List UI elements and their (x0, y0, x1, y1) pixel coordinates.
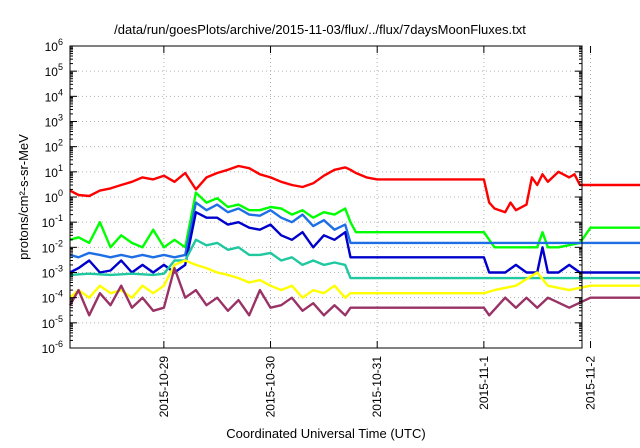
x-tick-label: 2015-11-2 (584, 356, 598, 410)
y-tick-label: 103 (45, 113, 63, 130)
series-line-6 (69, 259, 640, 299)
series-line-1 (69, 164, 640, 214)
x-tick-label: 2015-11-1 (477, 356, 491, 410)
y-tick-label: 105 (45, 62, 63, 79)
x-tick-label: 2015-10-30 (264, 356, 278, 418)
series-line-2 (69, 191, 640, 249)
series-layer (68, 164, 640, 317)
y-tick-label: 100 (45, 188, 63, 205)
y-axis-label: protons/cm²-s-sr-MeV (16, 134, 31, 260)
x-tick-label: 2015-10-29 (157, 356, 171, 418)
series-line-7 (68, 266, 640, 317)
y-tick-label: 10-5 (42, 314, 63, 331)
y-tick-label: 101 (45, 163, 63, 180)
y-tick-label: 104 (45, 87, 63, 104)
y-tick-label: 10-2 (42, 238, 63, 255)
y-tick-label: 10-4 (42, 289, 63, 306)
x-axis-label: Coordinated Universal Time (UTC) (226, 426, 426, 441)
y-tick-label: 106 (45, 37, 63, 54)
chart-title: /data/run/goesPlots/archive/2015-11-03/f… (114, 22, 526, 37)
y-tick-label: 10-6 (42, 339, 63, 356)
series-line-3 (69, 201, 640, 259)
series-line-4 (69, 210, 640, 274)
y-tick-label: 102 (45, 138, 63, 155)
y-tick-label: 10-1 (42, 213, 63, 230)
x-tick-label: 2015-10-31 (370, 356, 384, 418)
grid (70, 46, 592, 348)
y-tick-label: 10-3 (42, 264, 63, 281)
series-line-5 (69, 238, 640, 280)
